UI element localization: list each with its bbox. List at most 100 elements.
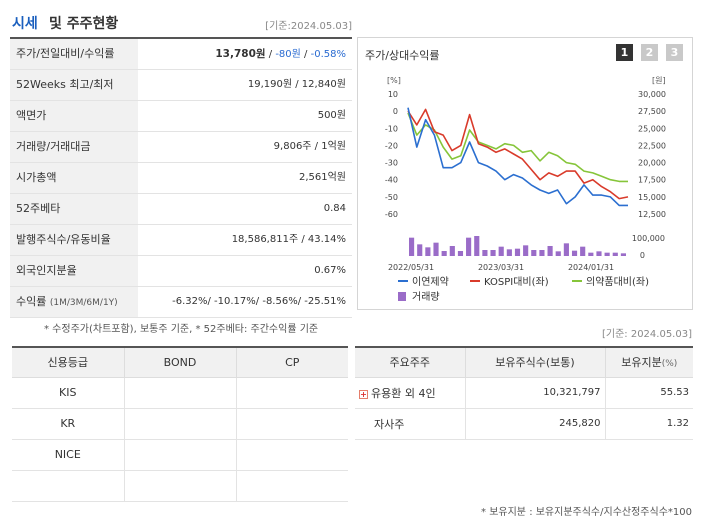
y-left-tick-label: -10 (385, 124, 398, 133)
holder-ratio: 55.53 (605, 377, 693, 409)
holder-name: 유용환 외 4인 (371, 386, 436, 400)
holder-shares: 245,820 (465, 408, 606, 440)
y-left-tick-label: -20 (385, 141, 398, 150)
y-left-tick-label: 10 (388, 90, 398, 99)
volume-tick-label: 0 (640, 251, 645, 260)
chart-tab-2[interactable]: 2 (641, 44, 658, 61)
y-left-unit: [%] (387, 76, 401, 85)
x-tick-label: 2023/03/31 (478, 263, 524, 272)
volume-bar (474, 236, 480, 256)
volume-bar (531, 250, 537, 256)
legend-label: 이연제약 (412, 276, 449, 288)
y-right-tick-label: 30,000 (638, 90, 666, 99)
quote-table: 주가/전일대비/수익률 13,780원 / -80원 / -0.58% 52We… (10, 37, 352, 318)
row-shares: 발행주식수/유동비율 18,586,811주 / 43.14% (10, 225, 352, 256)
expand-plus-icon[interactable]: + (359, 389, 368, 399)
volume-bar (482, 250, 488, 256)
row-label: 수익률 (1M/3M/6M/1Y) (10, 287, 138, 317)
volume-bar (417, 244, 423, 256)
shareholders-table: 주요주주 보유주식수(보통) 보유지분(%) + 유용환 외 4인 10,321,… (355, 346, 693, 440)
volume-bar (571, 250, 578, 256)
row-label: 발행주식수/유동비율 (10, 225, 138, 255)
section-title-main: 시세 (12, 16, 38, 32)
legend-label: 거래량 (412, 291, 440, 303)
row-value: 2,561억원 (298, 172, 346, 183)
row-price: 주가/전일대비/수익률 13,780원 / -80원 / -0.58% (10, 39, 352, 70)
cp-cell (236, 470, 348, 502)
row-label: 외국인지분율 (10, 256, 138, 286)
table-row (12, 470, 348, 502)
volume-bar (580, 246, 586, 256)
row-label: 거래량/거래대금 (10, 132, 138, 162)
volume-bar (604, 252, 610, 256)
chart-title: 주가/상대수익률 (365, 49, 440, 62)
row-label: 액면가 (10, 101, 138, 131)
section-title-sub: 및 주주현황 (49, 16, 119, 32)
credit-header: 신용등급 (12, 347, 125, 378)
volume-bar (425, 247, 431, 256)
agency-cell (12, 470, 125, 502)
price-chart: [%] [원] 10 0 -10 -20 -30 -40 -50 -60 30,000 27,500 2… (385, 76, 666, 303)
bond-cell (124, 408, 237, 440)
agency-cell: NICE (12, 439, 125, 471)
bond-cell (124, 377, 237, 409)
volume-bar (449, 246, 455, 256)
series-line (407, 108, 629, 200)
row-market-cap: 시가총액 2,561억원 (10, 163, 352, 194)
credit-header: CP (236, 347, 348, 378)
section-header: 시세 및 주주현황 [기준:2024.05.03] (10, 10, 352, 36)
agency-cell: KIS (12, 377, 125, 409)
y-right-tick-label: 22,500 (638, 141, 666, 150)
legend-swatch (398, 292, 406, 301)
y-left-tick-label: -50 (385, 193, 398, 202)
current-price: 13,780원 (215, 48, 266, 60)
y-right-tick-label: 25,000 (638, 124, 666, 133)
series-line (407, 107, 628, 207)
row-face-value: 액면가 500원 (10, 101, 352, 132)
row-foreign: 외국인지분율 0.67% (10, 256, 352, 287)
legend-label: 의약품대비(좌) (586, 276, 649, 288)
ratio-header: 보유지분 (621, 356, 662, 370)
table-row: + 유용환 외 4인 10,321,797 55.53 (355, 377, 693, 409)
cp-cell (236, 377, 348, 409)
volume-bar (506, 249, 512, 256)
volume-bar (555, 251, 561, 256)
quote-note: * 수정주가(차트포함), 보통주 기준, * 52주베타: 주간수익률 기준 (44, 324, 319, 335)
price-rate: -0.58% (310, 49, 346, 60)
chart-tab-1[interactable]: 1 (616, 44, 633, 61)
price-value: 13,780원 / -80원 / -0.58% (215, 48, 346, 60)
base-date: [기준:2024.05.03] (265, 21, 352, 32)
volume-bar (539, 250, 545, 256)
row-volume: 거래량/거래대금 9,806주 / 1억원 (10, 132, 352, 163)
row-value: 19,190원 / 12,840원 (247, 79, 346, 90)
holder-header: 주요주주 (355, 347, 466, 378)
returns-label: 수익률 (16, 295, 47, 308)
volume-bar (612, 252, 618, 256)
x-tick-label: 2022/05/31 (388, 263, 434, 272)
returns-value: -6.32%/ -10.17%/ -8.56%/ -25.51% (172, 296, 346, 307)
y-right-tick-label: 27,500 (638, 107, 666, 116)
volume-bar (457, 251, 464, 256)
credit-rating-table: 신용등급 BOND CP KIS KR NICE (12, 346, 348, 502)
volume-bar (588, 252, 594, 256)
volume-bar (490, 250, 496, 256)
row-value: 18,586,811주 / 43.14% (231, 234, 346, 245)
y-right-tick-label: 15,000 (638, 193, 666, 202)
price-change: -80원 (275, 49, 301, 60)
volume-bar (563, 243, 569, 256)
holder-ratio: 1.32 (605, 408, 693, 440)
holder-header: 보유주식수(보통) (465, 347, 606, 378)
agency-cell: KR (12, 408, 125, 440)
row-value: 500원 (317, 110, 346, 121)
holder-name-cell: 자사주 (355, 408, 466, 440)
volume-bar (466, 237, 472, 256)
y-left-tick-label: -60 (385, 210, 398, 219)
row-label: 52Weeks 최고/최저 (10, 70, 138, 100)
chart-tab-3[interactable]: 3 (666, 44, 683, 61)
legend-label: KOSPI대비(좌) (484, 276, 549, 288)
y-left-tick-label: -30 (385, 159, 398, 168)
holder-name: 자사주 (374, 417, 405, 431)
bond-cell (124, 470, 237, 502)
